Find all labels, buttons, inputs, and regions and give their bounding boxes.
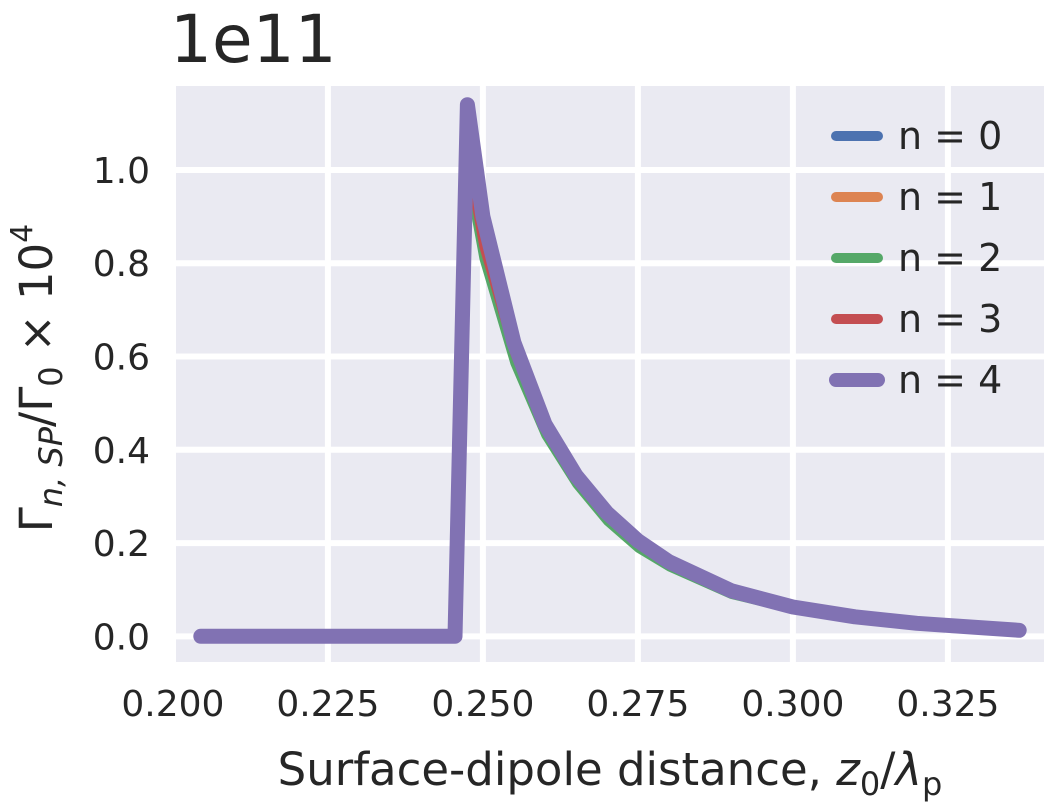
- x-tick-label: 0.200: [121, 684, 224, 725]
- x-tick-label: 0.325: [896, 684, 999, 725]
- x-tick-label: 0.250: [431, 684, 534, 725]
- legend: n = 0 n = 1 n = 2 n = 3 n = 4: [829, 114, 1002, 402]
- y-tick-label: 0.0: [93, 617, 150, 658]
- tick-labels: 0.200 0.225 0.250 0.275 0.300 0.325 0.0 0.2 0.4 0…: [93, 151, 1000, 725]
- offset-text: 1e11: [170, 1, 337, 78]
- x-tick-label: 0.300: [741, 684, 844, 725]
- y-tick-label: 0.8: [93, 244, 150, 285]
- y-tick-label: 0.6: [93, 338, 150, 379]
- series-lines: [193, 97, 1027, 644]
- x-tick-label: 0.275: [586, 684, 689, 725]
- y-tick-label: 0.4: [93, 431, 150, 472]
- legend-label: n = 2: [898, 236, 1002, 280]
- legend-label: n = 0: [898, 114, 1002, 158]
- legend-label: n = 1: [898, 175, 1002, 219]
- series-line-n4: [193, 97, 1027, 644]
- y-tick-label: 0.2: [93, 524, 150, 565]
- y-axis-label: Γn, SP/Γ0 × 104: [5, 224, 70, 533]
- legend-label: n = 4: [898, 358, 1002, 402]
- x-tick-label: 0.225: [276, 684, 379, 725]
- x-axis-label: Surface-dipole distance, z0/λp: [278, 743, 943, 803]
- plot-background: [176, 86, 1044, 662]
- y-tick-label: 1.0: [93, 151, 150, 192]
- legend-label: n = 3: [898, 297, 1002, 341]
